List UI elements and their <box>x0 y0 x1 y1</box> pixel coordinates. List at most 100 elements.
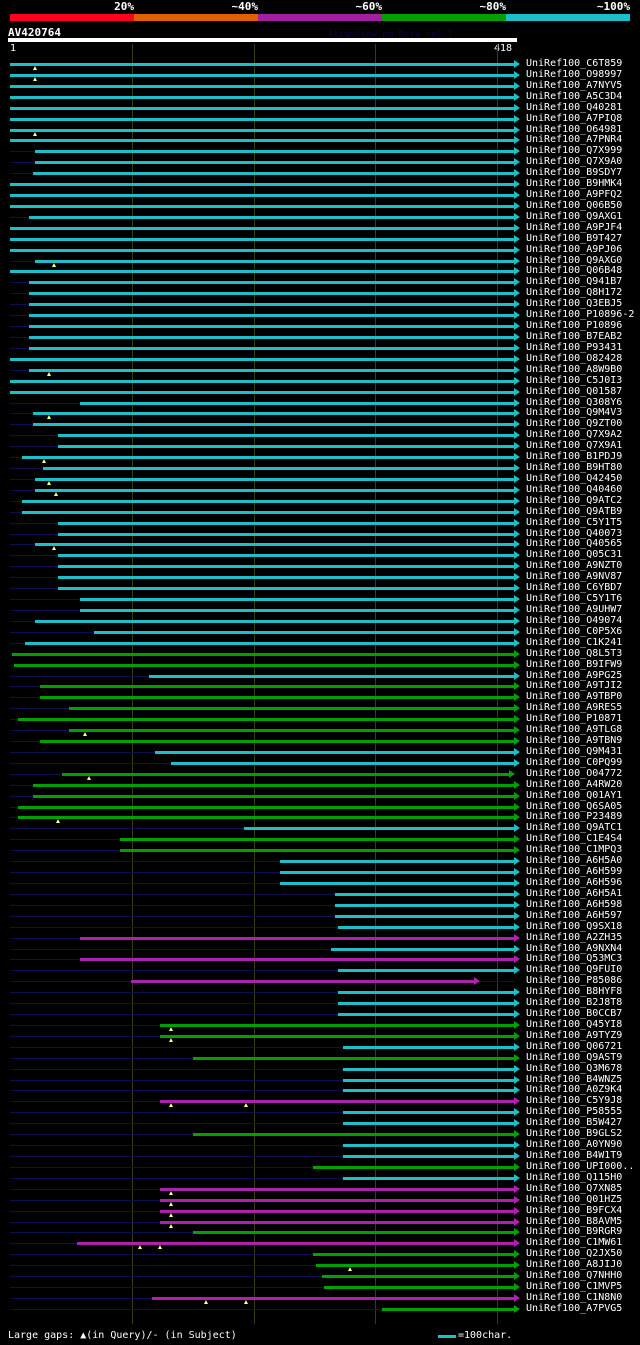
alignment-row[interactable]: UniRef100_Q6SA05 <box>0 801 640 813</box>
subject-label[interactable]: UniRef100_A6H598 <box>526 898 623 910</box>
subject-label[interactable]: UniRef100_O98997 <box>526 68 623 80</box>
subject-label[interactable]: UniRef100_Q308Y6 <box>526 396 623 408</box>
subject-label[interactable]: UniRef100_Q7X9A0 <box>526 156 623 168</box>
subject-label[interactable]: UniRef100_B5W427 <box>526 1117 623 1129</box>
alignment-bar[interactable] <box>29 281 515 285</box>
subject-label[interactable]: UniRef100_C0P5X6 <box>526 625 623 637</box>
subject-label[interactable]: UniRef100_C5J0I3 <box>526 374 623 386</box>
alignment-bar[interactable] <box>58 532 515 536</box>
subject-label[interactable]: UniRef100_Q40281 <box>526 101 623 113</box>
subject-label[interactable]: UniRef100_A5C3D4 <box>526 90 623 102</box>
subject-label[interactable]: UniRef100_A9TBP0 <box>526 691 623 703</box>
alignment-row[interactable]: UniRef100_C5Y1T6 <box>0 593 640 605</box>
alignment-row[interactable]: UniRef100_B2J8T8 <box>0 997 640 1009</box>
alignment-bar[interactable] <box>22 499 515 503</box>
subject-label[interactable]: UniRef100_B2J8T8 <box>526 997 623 1009</box>
subject-label[interactable]: UniRef100_C1E4S4 <box>526 833 623 845</box>
alignment-row[interactable]: UniRef100_A2ZH35 <box>0 932 640 944</box>
alignment-bar[interactable] <box>323 1286 515 1290</box>
subject-label[interactable]: UniRef100_Q53MC3 <box>526 953 623 965</box>
subject-label[interactable]: UniRef100_Q9ATC2 <box>526 494 623 506</box>
alignment-bar[interactable] <box>33 412 515 416</box>
alignment-bar[interactable] <box>40 696 515 700</box>
subject-label[interactable]: UniRef100_B9FCX4 <box>526 1204 623 1216</box>
alignment-row[interactable]: UniRef100_A6H5A0 <box>0 855 640 867</box>
alignment-row[interactable]: UniRef100_P10871 <box>0 713 640 725</box>
alignment-row[interactable]: UniRef100_A6H598 <box>0 898 640 911</box>
alignment-row[interactable]: UniRef100_A8JIJ0 <box>0 1259 640 1272</box>
alignment-row[interactable]: UniRef100_A9TYZ9 <box>0 1030 640 1042</box>
alignment-row[interactable]: UniRef100_Q7X9A0 <box>0 156 640 168</box>
subject-label[interactable]: UniRef100_A6H5A1 <box>526 887 623 899</box>
alignment-bar[interactable] <box>80 609 515 612</box>
alignment-row[interactable]: UniRef100_Q7X999 <box>0 145 640 157</box>
alignment-row[interactable]: UniRef100_A9UHW7 <box>0 604 640 616</box>
alignment-bar[interactable] <box>192 1231 515 1235</box>
alignment-bar[interactable] <box>338 1013 515 1017</box>
subject-label[interactable]: UniRef100_C1K241 <box>526 636 623 648</box>
alignment-bar[interactable] <box>35 477 515 481</box>
alignment-bar[interactable] <box>18 816 515 820</box>
alignment-row[interactable]: UniRef100_C5Y9J8 <box>0 1095 640 1108</box>
alignment-row[interactable]: UniRef100_B4W1T9 <box>0 1150 640 1162</box>
alignment-row[interactable]: UniRef100_P23489 <box>0 811 640 824</box>
alignment-bar[interactable] <box>29 314 515 318</box>
alignment-row[interactable]: UniRef100_Q3M678 <box>0 1063 640 1075</box>
subject-label[interactable]: UniRef100_A6H5A0 <box>526 855 623 867</box>
alignment-row[interactable]: UniRef100_B9HMK4 <box>0 178 640 190</box>
alignment-row[interactable]: UniRef100_A0YN90 <box>0 1139 640 1151</box>
alignment-bar[interactable] <box>381 1307 515 1311</box>
alignment-bar[interactable] <box>10 390 515 394</box>
subject-label[interactable]: UniRef100_Q06721 <box>526 1040 623 1052</box>
subject-label[interactable]: UniRef100_A9PFQ2 <box>526 189 623 201</box>
subject-label[interactable]: UniRef100_Q9ATB9 <box>526 505 623 517</box>
alignment-row[interactable]: UniRef100_A7PVG5 <box>0 1303 640 1315</box>
subject-label[interactable]: UniRef100_Q7X9A2 <box>526 429 623 441</box>
subject-label[interactable]: UniRef100_Q7X9A1 <box>526 440 623 452</box>
alignment-bar[interactable] <box>334 914 515 918</box>
subject-label[interactable]: UniRef100_Q9AXG0 <box>526 254 623 266</box>
alignment-row[interactable]: UniRef100_B9RGR9 <box>0 1226 640 1238</box>
alignment-row[interactable]: UniRef100_A6H597 <box>0 910 640 922</box>
alignment-row[interactable]: UniRef100_Q9FUI0 <box>0 964 640 976</box>
alignment-bar[interactable] <box>280 871 515 875</box>
alignment-bar[interactable] <box>343 1111 515 1115</box>
alignment-row[interactable]: UniRef100_C6YBD7 <box>0 582 640 594</box>
alignment-bar[interactable] <box>10 270 515 274</box>
alignment-bar[interactable] <box>58 587 515 591</box>
subject-label[interactable]: UniRef100_B9IFW9 <box>526 658 623 670</box>
alignment-bar[interactable] <box>10 63 515 66</box>
subject-label[interactable]: UniRef100_C1MW61 <box>526 1237 623 1249</box>
subject-label[interactable]: UniRef100_B4WNZ5 <box>526 1073 623 1085</box>
alignment-bar[interactable] <box>160 1100 515 1104</box>
alignment-bar[interactable] <box>343 1144 515 1148</box>
alignment-row[interactable]: UniRef100_B9IFW9 <box>0 658 640 671</box>
alignment-row[interactable]: UniRef100_P58555 <box>0 1106 640 1118</box>
alignment-bar[interactable] <box>343 1155 515 1158</box>
alignment-bar[interactable] <box>316 1264 515 1268</box>
subject-label[interactable]: UniRef100_Q9FUI0 <box>526 964 623 976</box>
alignment-bar[interactable] <box>131 980 476 984</box>
alignment-row[interactable]: UniRef100_C0PQ99 <box>0 757 640 769</box>
alignment-bar[interactable] <box>35 543 515 547</box>
subject-label[interactable]: UniRef100_A9PJF4 <box>526 221 623 233</box>
alignment-row[interactable]: UniRef100_Q8H172 <box>0 287 640 299</box>
alignment-row[interactable]: UniRef100_Q9M4V3 <box>0 407 640 420</box>
alignment-row[interactable]: UniRef100_C1MVP5 <box>0 1281 640 1293</box>
alignment-bar[interactable] <box>22 510 515 514</box>
subject-label[interactable]: UniRef100_A8JIJ0 <box>526 1259 623 1271</box>
alignment-row[interactable]: UniRef100_Q40460 <box>0 484 640 496</box>
subject-label[interactable]: UniRef100_Q115H0 <box>526 1171 623 1183</box>
alignment-bar[interactable] <box>192 1133 515 1137</box>
alignment-row[interactable]: UniRef100_B1PDJ9 <box>0 451 640 464</box>
alignment-bar[interactable] <box>10 183 515 187</box>
alignment-bar[interactable] <box>155 750 515 754</box>
alignment-row[interactable]: UniRef100_UPI000.. <box>0 1161 640 1173</box>
alignment-bar[interactable] <box>58 565 515 569</box>
subject-label[interactable]: UniRef100_Q7X999 <box>526 145 623 157</box>
alignment-bar[interactable] <box>343 1045 515 1049</box>
alignment-row[interactable]: UniRef100_Q40281 <box>0 101 640 114</box>
alignment-bar[interactable] <box>10 248 515 252</box>
subject-label[interactable]: UniRef100_B9SDY7 <box>526 167 623 179</box>
alignment-bar[interactable] <box>338 991 515 995</box>
